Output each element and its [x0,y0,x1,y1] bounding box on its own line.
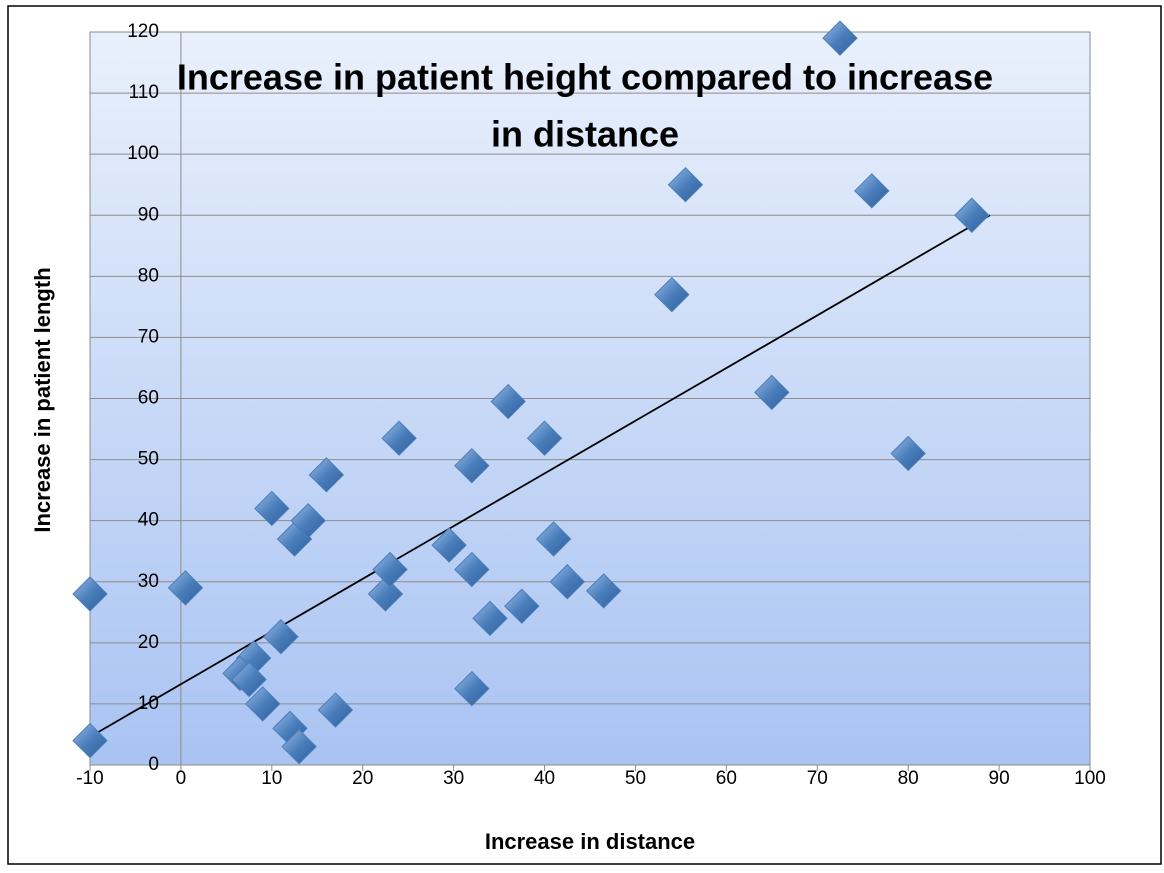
point [854,173,890,209]
point [585,573,622,609]
point [254,490,290,527]
point [290,502,326,539]
x-tick-label: 10 [261,768,282,789]
point [367,576,404,612]
point [890,435,926,472]
point [263,619,299,655]
point [526,420,563,456]
x-tick-label: 20 [352,768,373,789]
point [454,447,490,484]
x-tick-label: 90 [989,768,1010,789]
x-axis-label: Increase in distance [485,829,695,854]
y-tick-label: 70 [138,326,159,347]
point [381,420,417,456]
chart-title: Increase in patient height compared to i… [177,57,993,98]
y-tick-label: 20 [138,632,159,653]
point [245,686,281,722]
x-tick-label: 100 [1074,768,1106,789]
point [167,570,204,606]
point [317,692,354,728]
y-tick-label: 40 [138,510,159,531]
x-tick-label: 70 [807,768,828,789]
point [281,728,317,765]
y-tick-label: 110 [129,82,159,103]
y-tick-label: 100 [127,143,159,164]
x-tick-label: 40 [534,768,555,789]
point [654,276,690,313]
point [454,670,490,707]
chart-title: in distance [491,114,679,155]
point [72,576,108,612]
point [490,383,526,420]
point [454,551,490,588]
trendline [89,214,991,738]
x-tick-label: 50 [625,768,646,789]
point [308,457,345,493]
y-tick-label: 0 [148,754,159,775]
x-tick-label: -10 [76,768,103,789]
point [431,527,467,563]
y-tick-label: 120 [127,21,159,42]
point [472,600,508,637]
y-tick-label: 90 [138,204,159,225]
x-tick-label: 0 [176,768,187,789]
point [535,521,572,557]
marks [72,20,991,765]
y-tick-label: 30 [138,571,159,592]
x-tick-label: 30 [443,768,464,789]
x-tick-label: 60 [716,768,737,789]
y-tick-label: 60 [138,388,159,409]
x-tick-label: 80 [898,768,919,789]
point [667,167,704,203]
point [754,374,790,411]
y-tick-label: 50 [138,449,159,470]
point [954,197,990,233]
point [72,722,108,759]
point [504,588,540,624]
y-axis-label: Increase in patient length [30,267,55,532]
point [231,661,267,698]
point [549,564,585,600]
point [372,551,408,588]
point [822,20,858,56]
y-tick-label: 80 [138,265,159,286]
